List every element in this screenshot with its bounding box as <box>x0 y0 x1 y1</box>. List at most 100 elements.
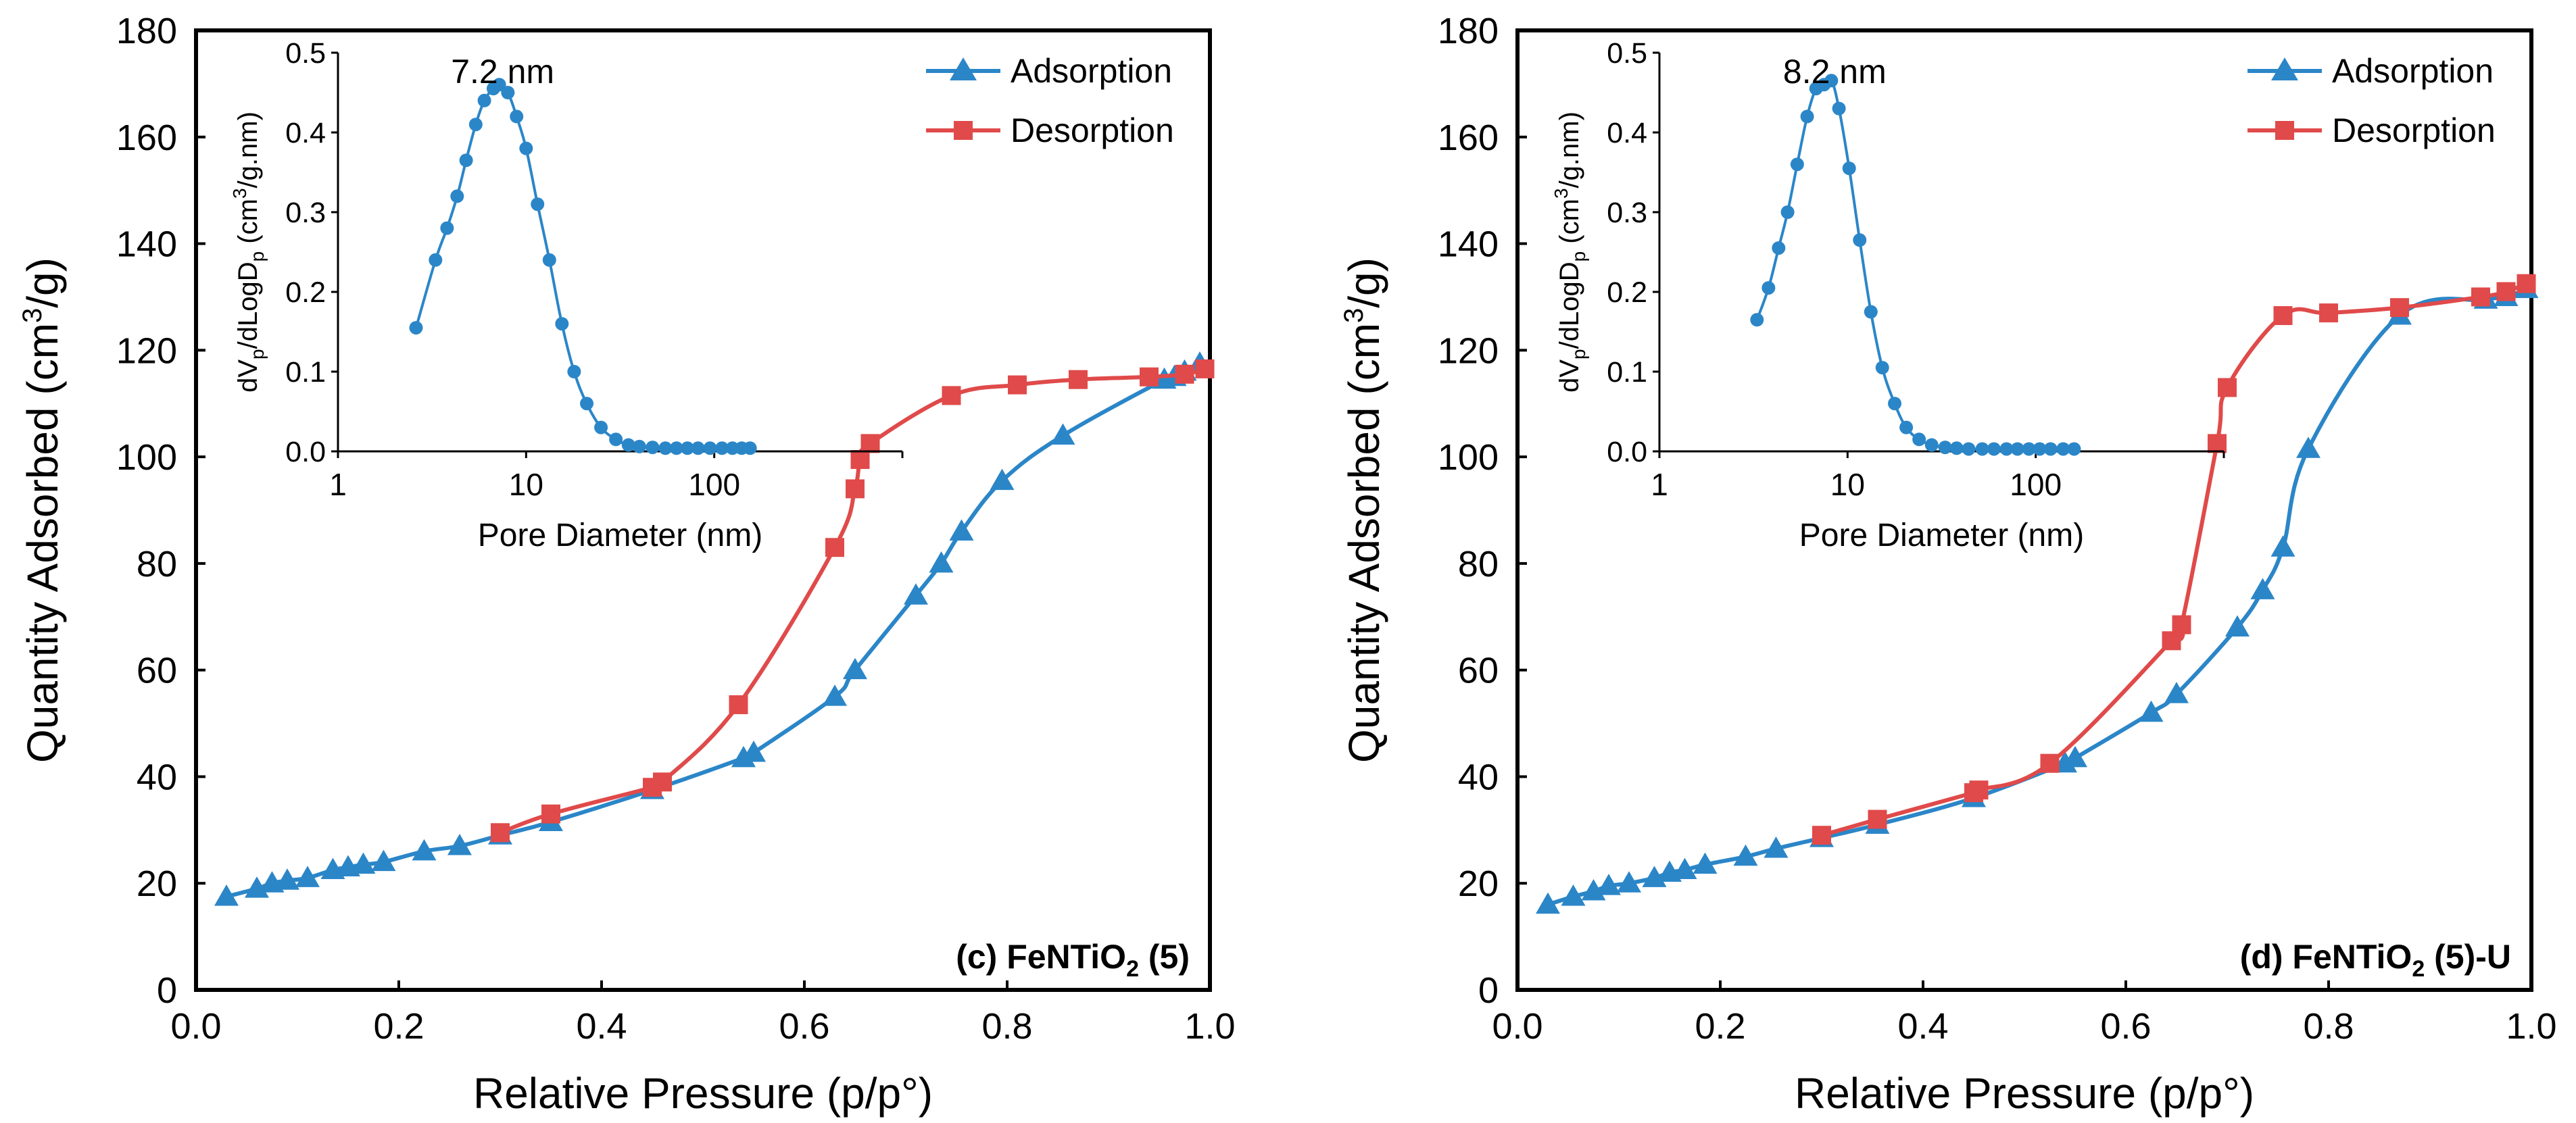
x-axis-label: Relative Pressure (p/p°) <box>473 1069 933 1118</box>
x-tick-label: 0.6 <box>2100 1006 2151 1047</box>
inset-marker <box>542 253 556 267</box>
inset-marker <box>1999 442 2014 456</box>
plot-frame <box>1515 28 2533 992</box>
inset-marker <box>409 321 423 335</box>
y-tick-label: 160 <box>1438 118 1499 158</box>
adsorption-marker <box>731 745 756 768</box>
adsorption-marker <box>2296 436 2320 458</box>
inset-y-tick-label: 0.2 <box>1607 276 1647 309</box>
adsorption-marker <box>351 852 376 874</box>
adsorption-marker <box>2270 535 2295 557</box>
y-tick-label: 140 <box>116 224 177 265</box>
inset-marker <box>2022 442 2036 456</box>
y-tick-label: 60 <box>1458 651 1499 691</box>
y-tick-label: 0 <box>1478 970 1499 1011</box>
desorption-marker <box>2172 615 2191 634</box>
y-axis-label-superscript: 3 <box>18 308 47 323</box>
desorption-marker <box>825 538 844 557</box>
y-tick-label: 0 <box>157 970 177 1011</box>
inset-marker <box>1800 109 1814 124</box>
inset-marker <box>531 197 545 211</box>
inset-y-tick-label: 0.0 <box>1607 436 1647 468</box>
inset-marker <box>680 441 694 455</box>
adsorption-marker <box>1597 874 1621 895</box>
inset-marker <box>459 153 473 168</box>
inset-y-tick-label: 0.5 <box>285 37 326 70</box>
inset-marker <box>1853 233 1867 247</box>
desorption-marker <box>2208 434 2227 453</box>
inset-marker <box>1924 438 1939 452</box>
inset-marker <box>743 441 757 455</box>
adsorption-marker <box>823 684 847 706</box>
inset-marker <box>1938 441 1952 455</box>
desorption-marker <box>541 804 560 824</box>
adsorption-marker <box>447 834 472 855</box>
inset-marker <box>1761 281 1776 295</box>
desorption-marker <box>1195 359 1215 378</box>
y-tick-label: 100 <box>1438 437 1499 478</box>
inset-peak-annotation: 7.2 nm <box>451 53 554 91</box>
y-axis-label-text: Quantity Adsorbed (cm <box>1340 323 1388 763</box>
x-tick-label: 0.8 <box>2303 1006 2354 1047</box>
inset-y-label-text: dV <box>1555 359 1584 393</box>
inset-y-tick-label: 0.2 <box>285 276 326 309</box>
inset-marker <box>691 441 705 455</box>
panel-c: 0 20 40 60 80 100 120 140 160 180 0.0 0.2 0.4 0.6 0.8 1… <box>18 11 1236 1118</box>
desorption-marker <box>491 823 510 843</box>
panel-d: 0 20 40 60 80 100 120 140 160 180 0.0 0.2 0.4 0.6 0.8 1… <box>1339 11 2557 1118</box>
inset-marker <box>2056 442 2070 456</box>
inset-marker <box>1949 441 1964 455</box>
series-line-desorption <box>499 367 1206 835</box>
legend-label-desorption: Desorption <box>2332 111 2496 149</box>
inset-marker <box>567 365 581 378</box>
legend-marker-desorption <box>2275 121 2294 140</box>
x-tick-label: 0.2 <box>373 1006 424 1047</box>
inset-marker <box>1912 432 1926 447</box>
inset-marker <box>658 441 673 455</box>
inset-y-label-subscript: p <box>1568 349 1589 359</box>
adsorption-marker <box>295 866 320 887</box>
y-tick-label: 20 <box>137 864 177 904</box>
inset-marker <box>1790 157 1804 172</box>
inset-y-label-text: (cm <box>1555 199 1584 251</box>
inset-y-tick-label: 0.4 <box>1607 117 1647 149</box>
y-tick-label: 180 <box>1438 11 1499 51</box>
inset-marker <box>632 439 646 453</box>
inset-marker <box>1962 442 1976 456</box>
inset-x-axis-label: Pore Diameter (nm) <box>478 518 762 553</box>
adsorption-marker <box>843 657 867 680</box>
desorption-marker <box>1868 809 1887 829</box>
inset-marker <box>2043 442 2058 456</box>
inset-y-tick-label: 0.3 <box>285 197 326 229</box>
inset-marker <box>2067 442 2081 456</box>
plot-frame <box>194 28 1212 992</box>
legend-marker-desorption <box>954 121 973 140</box>
inset-x-tick-label: 100 <box>2010 467 2062 502</box>
inset-y-tick-label: 0.3 <box>1607 197 1647 229</box>
adsorption-marker <box>742 740 766 762</box>
adsorption-marker <box>275 868 299 890</box>
adsorption-marker <box>949 519 974 541</box>
y-tick-label: 180 <box>116 11 177 51</box>
inset-marker <box>715 441 729 455</box>
series-line-adsorption <box>1547 286 2527 907</box>
desorption-marker <box>2162 631 2181 651</box>
desorption-marker <box>1140 367 1159 386</box>
panel-label-subscript: 2 <box>1126 956 1139 982</box>
desorption-marker <box>2040 753 2060 773</box>
inset-marker <box>468 118 483 132</box>
y-tick-label: 20 <box>1458 864 1499 904</box>
y-tick-label: 140 <box>1438 224 1499 265</box>
adsorption-marker <box>1536 892 1560 914</box>
y-tick-label: 120 <box>1438 330 1499 371</box>
adsorption-marker <box>2139 700 2164 722</box>
adsorption-marker <box>2225 615 2250 637</box>
inset-y-label-superscript: 3 <box>229 188 250 199</box>
y-tick-label: 40 <box>137 757 177 797</box>
y-tick-label: 40 <box>1458 757 1499 797</box>
inset-marker <box>555 317 569 331</box>
legend-label-adsorption: Adsorption <box>1011 52 1172 90</box>
inset-x-tick-label: 100 <box>688 467 740 502</box>
inset-marker <box>501 86 515 99</box>
